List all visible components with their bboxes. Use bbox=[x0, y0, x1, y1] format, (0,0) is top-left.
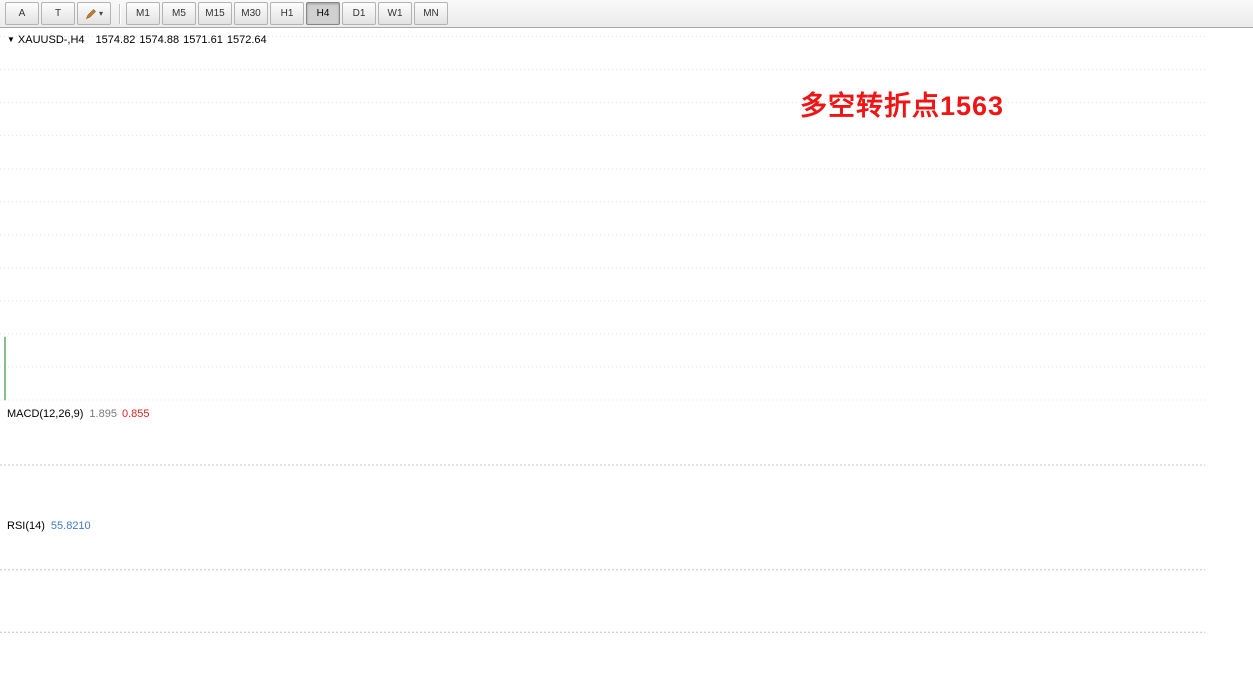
a-tool-button[interactable]: A bbox=[5, 2, 39, 25]
pencil-icon bbox=[85, 8, 96, 19]
dropdown-arrow-icon: ▾ bbox=[98, 9, 103, 18]
timeframe-button-m30[interactable]: M30 bbox=[234, 2, 268, 25]
chart-canvas[interactable] bbox=[0, 28, 1253, 699]
pencil-dropdown-button[interactable]: ▾ bbox=[77, 2, 111, 25]
timeframes-group: M1 M5 M15 M30 H1 H4 D1 W1 MN bbox=[126, 2, 450, 25]
toolbar: A T ▾ M1 M5 M15 M30 H1 H4 D1 W1 MN bbox=[0, 0, 1253, 28]
timeframe-button-m15[interactable]: M15 bbox=[198, 2, 232, 25]
timeframe-button-d1[interactable]: D1 bbox=[342, 2, 376, 25]
t-tool-button[interactable]: T bbox=[41, 2, 75, 25]
timeframe-button-h1[interactable]: H1 bbox=[270, 2, 304, 25]
timeframe-button-m5[interactable]: M5 bbox=[162, 2, 196, 25]
timeframe-button-m1[interactable]: M1 bbox=[126, 2, 160, 25]
timeframe-button-h4[interactable]: H4 bbox=[306, 2, 340, 25]
toolbar-separator bbox=[119, 3, 120, 24]
tools-group: A T ▾ bbox=[5, 2, 113, 25]
price-grid bbox=[0, 36, 1205, 401]
timeframe-button-mn[interactable]: MN bbox=[414, 2, 448, 25]
timeframe-button-w1[interactable]: W1 bbox=[378, 2, 412, 25]
